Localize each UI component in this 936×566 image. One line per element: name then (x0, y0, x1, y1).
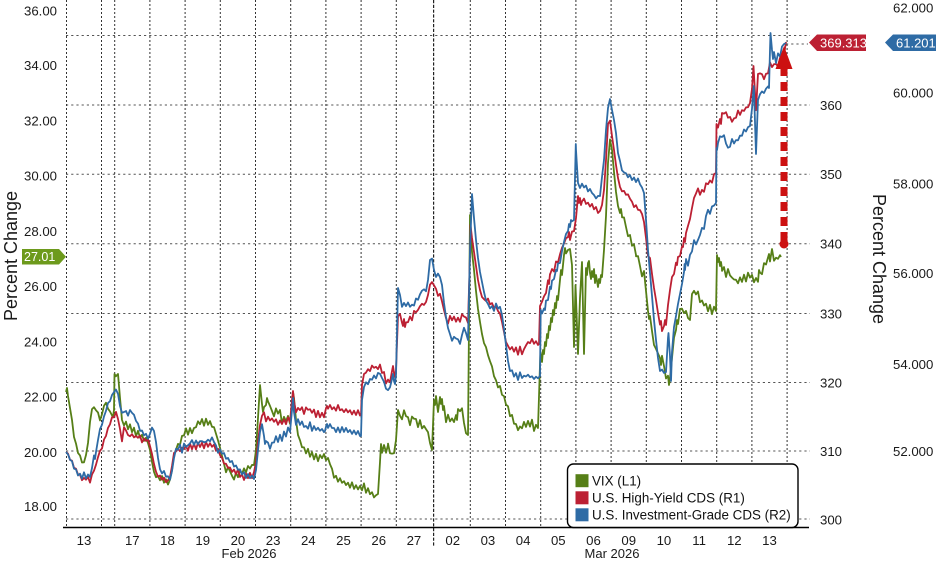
svg-text:23: 23 (266, 533, 281, 548)
svg-text:28.00: 28.00 (24, 224, 57, 239)
svg-text:300: 300 (820, 512, 842, 527)
svg-text:62.000: 62.000 (893, 0, 933, 15)
svg-text:20: 20 (231, 533, 246, 548)
svg-text:22.00: 22.00 (24, 390, 57, 405)
svg-text:350: 350 (820, 167, 842, 182)
svg-text:U.S. High-Yield CDS (R1): U.S. High-Yield CDS (R1) (592, 490, 745, 505)
svg-text:32.00: 32.00 (24, 113, 57, 128)
svg-text:13: 13 (762, 533, 777, 548)
svg-text:10: 10 (657, 533, 672, 548)
svg-text:24.00: 24.00 (24, 334, 57, 349)
svg-text:Percent Change: Percent Change (869, 194, 889, 324)
svg-text:06: 06 (586, 533, 601, 548)
svg-text:VIX (L1): VIX (L1) (592, 473, 641, 488)
svg-text:369.313: 369.313 (820, 36, 867, 51)
svg-text:Mar 2026: Mar 2026 (585, 546, 640, 561)
svg-text:27: 27 (407, 533, 422, 548)
svg-text:36.00: 36.00 (24, 4, 57, 19)
svg-text:19: 19 (195, 533, 210, 548)
svg-text:13: 13 (77, 533, 92, 548)
svg-text:30.00: 30.00 (24, 169, 57, 184)
svg-text:54.000: 54.000 (893, 357, 933, 372)
svg-text:04: 04 (516, 533, 531, 548)
svg-text:58.000: 58.000 (893, 176, 933, 191)
svg-text:34.00: 34.00 (24, 58, 57, 73)
svg-text:05: 05 (551, 533, 566, 548)
svg-text:20.00: 20.00 (24, 445, 57, 460)
svg-text:12: 12 (727, 533, 742, 548)
svg-text:Percent Change: Percent Change (1, 191, 21, 321)
svg-text:320: 320 (820, 375, 842, 390)
svg-text:24: 24 (301, 533, 316, 548)
svg-text:18.00: 18.00 (24, 499, 57, 514)
svg-text:26: 26 (371, 533, 386, 548)
svg-text:25: 25 (336, 533, 351, 548)
svg-text:310: 310 (820, 444, 842, 459)
svg-text:56.000: 56.000 (893, 266, 933, 281)
svg-text:60.000: 60.000 (893, 85, 933, 100)
svg-text:330: 330 (820, 306, 842, 321)
svg-text:27.01: 27.01 (24, 250, 55, 264)
svg-text:03: 03 (481, 533, 496, 548)
svg-text:Feb 2026: Feb 2026 (222, 546, 277, 561)
svg-text:11: 11 (692, 533, 706, 548)
svg-text:26.00: 26.00 (24, 279, 57, 294)
svg-text:61.201: 61.201 (896, 36, 936, 51)
svg-text:18: 18 (160, 533, 175, 548)
svg-text:17: 17 (125, 533, 140, 548)
svg-text:360: 360 (820, 98, 842, 113)
svg-text:52.000: 52.000 (893, 444, 933, 459)
svg-text:340: 340 (820, 237, 842, 252)
svg-text:02: 02 (445, 533, 460, 548)
svg-text:09: 09 (621, 533, 636, 548)
svg-text:U.S. Investment-Grade CDS (R2): U.S. Investment-Grade CDS (R2) (592, 507, 791, 522)
